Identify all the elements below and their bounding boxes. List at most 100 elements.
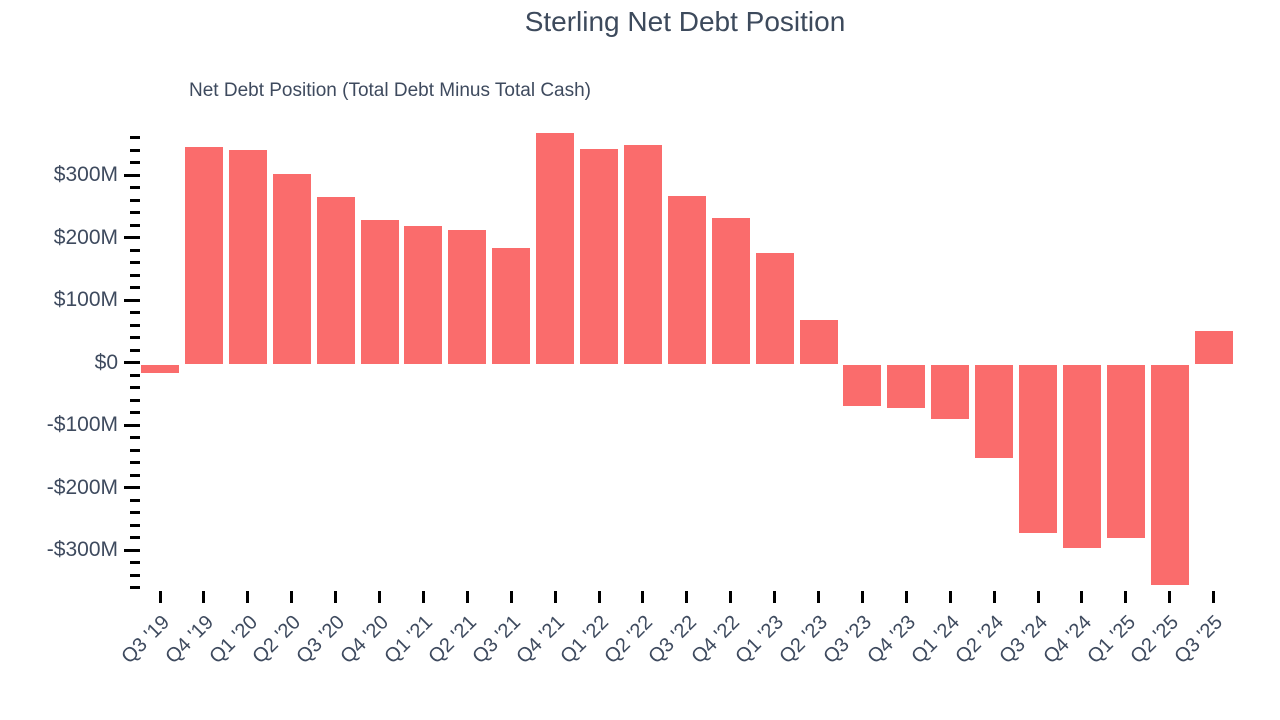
x-axis-label: Q2 '20: [248, 611, 306, 669]
x-axis-label: Q1 '20: [204, 611, 262, 669]
y-axis-minor-tick: [130, 223, 140, 227]
y-axis-minor-tick: [130, 323, 140, 327]
y-axis-minor-tick: [130, 411, 140, 414]
y-axis-minor-tick: [130, 436, 140, 439]
bar-q2-24[interactable]: [975, 365, 1014, 458]
bar-q3-19[interactable]: [141, 365, 179, 373]
bar-q3-20[interactable]: [316, 196, 355, 364]
x-axis-tick: [729, 591, 733, 603]
y-axis-minor-tick: [130, 136, 140, 139]
bar-q3-25[interactable]: [1194, 331, 1233, 364]
x-axis-tick: [685, 591, 689, 603]
x-axis-label: Q4 '24: [1038, 611, 1096, 669]
bar-q4-20[interactable]: [360, 220, 399, 364]
y-axis-minor-tick: [130, 273, 140, 277]
y-axis-label: -$200M: [46, 475, 118, 499]
y-axis-label: -$300M: [46, 538, 118, 561]
y-axis-major-tick: [124, 236, 140, 239]
x-axis-label: Q3 '22: [643, 611, 701, 669]
y-axis-minor-tick: [130, 211, 140, 214]
x-axis-label: Q4 '20: [336, 611, 394, 669]
bar-q4-23[interactable]: [887, 365, 926, 409]
x-axis-label: Q3 '21: [468, 611, 525, 669]
bar-q1-20[interactable]: [228, 150, 267, 364]
x-axis-tick: [290, 591, 294, 603]
bar-q4-21[interactable]: [536, 133, 575, 364]
bar-q3-24[interactable]: [1019, 365, 1057, 533]
x-axis-tick: [421, 591, 425, 603]
x-axis-label: Q2 '21: [424, 611, 482, 669]
bar-q1-22[interactable]: [580, 149, 618, 364]
bar-q4-19[interactable]: [184, 146, 223, 364]
x-axis-tick: [1036, 591, 1040, 603]
y-axis-major-tick: [124, 486, 140, 489]
y-axis-label: $300M: [53, 163, 118, 186]
y-axis-minor-tick: [130, 511, 140, 514]
y-axis-minor-tick: [130, 448, 140, 452]
x-axis-label: Q4 '22: [687, 611, 745, 669]
y-axis-minor-tick: [130, 286, 140, 289]
y-axis-label: $100M: [53, 288, 118, 311]
legend-item-net-debt[interactable]: Net Debt Position (Total Debt Minus Tota…: [167, 78, 591, 104]
bar-q1-23[interactable]: [755, 252, 794, 364]
x-axis-tick: [202, 591, 206, 603]
x-axis-tick: [817, 591, 820, 603]
y-axis-minor-tick: [130, 248, 140, 252]
x-axis-tick: [904, 591, 908, 603]
bar-q1-21[interactable]: [404, 226, 443, 364]
chart-title: Sterling Net Debt Position: [524, 6, 846, 37]
y-axis-minor-tick: [130, 311, 140, 314]
y-axis-minor-tick: [130, 348, 140, 352]
x-axis-label: Q4 '23: [863, 611, 921, 669]
x-axis-label: Q2 '22: [599, 611, 657, 669]
bar-q3-23[interactable]: [843, 365, 882, 406]
x-axis-tick: [1080, 591, 1084, 603]
y-axis-major-tick: [124, 423, 140, 427]
bar-q2-21[interactable]: [448, 230, 487, 364]
x-axis-label: Q1 '22: [555, 611, 613, 669]
x-axis-label: Q3 '19: [116, 611, 174, 669]
y-axis-minor-tick: [130, 561, 140, 564]
bar-q3-22[interactable]: [667, 195, 706, 364]
x-axis-label: Q1 '23: [731, 611, 789, 669]
x-axis-label: Q4 '19: [160, 611, 218, 669]
bar-q4-24[interactable]: [1062, 365, 1101, 548]
y-axis-label: -$100M: [46, 413, 118, 436]
bar-q2-23[interactable]: [799, 320, 838, 364]
x-axis-tick: [158, 591, 162, 603]
y-axis-label: $200M: [53, 225, 118, 249]
x-axis-tick: [860, 591, 864, 603]
x-axis-label: Q1 '24: [907, 611, 964, 669]
x-axis-tick: [509, 591, 513, 603]
x-axis-label: Q2 '25: [1126, 611, 1184, 669]
x-axis-label: Q1 '25: [1082, 611, 1140, 669]
bar-q2-25[interactable]: [1150, 365, 1189, 585]
x-axis-label: Q2 '23: [775, 611, 833, 669]
x-axis-tick: [334, 591, 338, 603]
y-axis-minor-tick: [130, 523, 140, 527]
bar-q2-22[interactable]: [623, 145, 662, 364]
x-axis-tick: [246, 591, 250, 603]
y-axis-minor-tick: [130, 473, 140, 477]
y-axis-major-tick: [124, 548, 140, 552]
x-axis-label: Q3 '20: [292, 611, 350, 669]
x-axis-tick: [597, 591, 601, 603]
y-axis-minor-tick: [130, 198, 140, 202]
bar-q1-24[interactable]: [931, 365, 970, 420]
y-axis-minor-tick: [130, 498, 140, 502]
y-axis-minor-tick: [130, 336, 140, 339]
y-axis-minor-tick: [130, 186, 140, 189]
y-axis-major-tick: [124, 361, 140, 364]
x-axis-tick: [1168, 591, 1172, 603]
bar-q2-20[interactable]: [272, 173, 311, 364]
y-axis-minor-tick: [130, 161, 140, 164]
bar-q1-25[interactable]: [1106, 365, 1145, 539]
y-axis-minor-tick: [130, 398, 140, 402]
bar-q3-21[interactable]: [492, 248, 531, 364]
x-axis-label: Q1 '21: [380, 611, 438, 669]
y-axis-minor-tick: [130, 536, 140, 539]
x-axis-label: Q3 '25: [1170, 611, 1228, 669]
bar-q4-22[interactable]: [711, 217, 750, 364]
